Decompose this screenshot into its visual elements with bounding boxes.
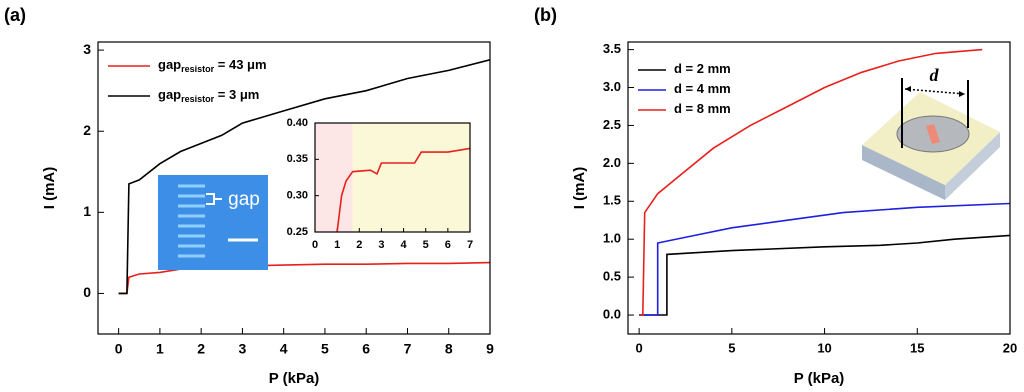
x-tick-label: 5 <box>321 341 329 357</box>
y-tick-label: 2 <box>83 122 91 138</box>
legend-name: d = 2 mm <box>674 61 731 76</box>
x-tick-label: 7 <box>404 341 412 357</box>
x-tick-label: 8 <box>445 341 453 357</box>
y-tick-label: 0.25 <box>287 226 308 238</box>
y-tick-label: 0.35 <box>287 153 308 165</box>
x-tick-label: 10 <box>817 340 831 355</box>
y-axis-label: I (mA) <box>41 167 58 210</box>
legend-name: gap <box>158 87 181 102</box>
plot-frame <box>627 41 1011 335</box>
y-tick-label: 0.30 <box>287 190 308 202</box>
legend-name: d = 8 mm <box>674 101 731 116</box>
x-tick-label: 3 <box>378 239 384 251</box>
x-tick-label: 4 <box>280 341 288 357</box>
y-tick-label: 2.5 <box>603 117 621 132</box>
x-tick-label: 2 <box>356 239 362 251</box>
x-tick-label: 7 <box>467 239 473 251</box>
legend-label: gapresistor = 43 μm <box>158 57 267 74</box>
x-tick-label: 1 <box>334 239 340 251</box>
y-tick-label: 3.5 <box>603 41 621 56</box>
x-axis-label: P (kPa) <box>269 370 320 387</box>
y-tick-label: 1.5 <box>603 193 621 208</box>
y-tick-label: 1.0 <box>603 231 621 246</box>
y-tick-label: 3.0 <box>603 79 621 94</box>
illustration-label: d <box>930 65 940 85</box>
y-tick-label: 3 <box>83 41 91 57</box>
illustration <box>862 78 1000 200</box>
y-axis-label: I (mA) <box>571 167 588 210</box>
x-tick-label: 15 <box>910 340 924 355</box>
x-tick-label: 4 <box>401 239 408 251</box>
legend-label: d = 4 mm <box>674 81 731 96</box>
legend-suffix: = 3 μm <box>214 87 259 102</box>
x-axis-label: P (kPa) <box>794 370 845 387</box>
legend-name: d = 4 mm <box>674 81 731 96</box>
data-line <box>639 202 1010 316</box>
legend-subscript: resistor <box>181 94 215 104</box>
legend-suffix: = 43 μm <box>214 57 266 72</box>
x-tick-label: 6 <box>362 341 370 357</box>
legend-label: gapresistor = 3 μm <box>158 87 259 104</box>
x-tick-label: 0 <box>115 341 123 357</box>
x-tick-label: 2 <box>197 341 205 357</box>
x-tick-label: 0 <box>636 340 643 355</box>
micrograph <box>158 175 268 270</box>
y-tick-label: 2.0 <box>603 155 621 170</box>
micrograph-label: gap <box>228 189 260 210</box>
plot: 0 1 2 3 4 5 6 7 0.25 0.30 0.35 0.40 <box>287 117 473 251</box>
x-tick-label: 0 <box>312 239 318 251</box>
data-line <box>118 59 490 295</box>
shaded-region <box>352 123 470 232</box>
y-tick-label: 0.0 <box>603 306 621 321</box>
legend-name: gap <box>158 57 181 72</box>
legend-label: d = 8 mm <box>674 101 731 116</box>
x-tick-label: 6 <box>445 239 451 251</box>
x-tick-label: 9 <box>486 341 494 357</box>
x-tick-label: 5 <box>423 239 429 251</box>
plot-frame <box>314 122 471 233</box>
data-line <box>639 234 1010 316</box>
data-line <box>336 147 470 232</box>
data-line <box>639 48 983 316</box>
legend-subscript: resistor <box>181 64 215 74</box>
x-tick-label: 20 <box>1003 340 1017 355</box>
legend-label: d = 2 mm <box>674 61 731 76</box>
y-tick-label: 1 <box>83 203 91 219</box>
plot: 0 5 10 15 20 0.0 0.5 1.0 1.5 2.0 2.5 3.0 3.5 <box>603 41 1017 355</box>
y-tick-label: 0.40 <box>287 117 308 129</box>
x-tick-label: 5 <box>728 340 735 355</box>
panel-label: (a) <box>4 5 26 25</box>
plot-frame <box>97 41 491 335</box>
panel-label: (b) <box>534 5 557 25</box>
shaded-region <box>315 123 353 232</box>
x-tick-label: 1 <box>156 341 164 357</box>
y-tick-label: 0.5 <box>603 269 621 284</box>
y-tick-label: 0 <box>83 284 91 300</box>
x-tick-label: 3 <box>239 341 247 357</box>
